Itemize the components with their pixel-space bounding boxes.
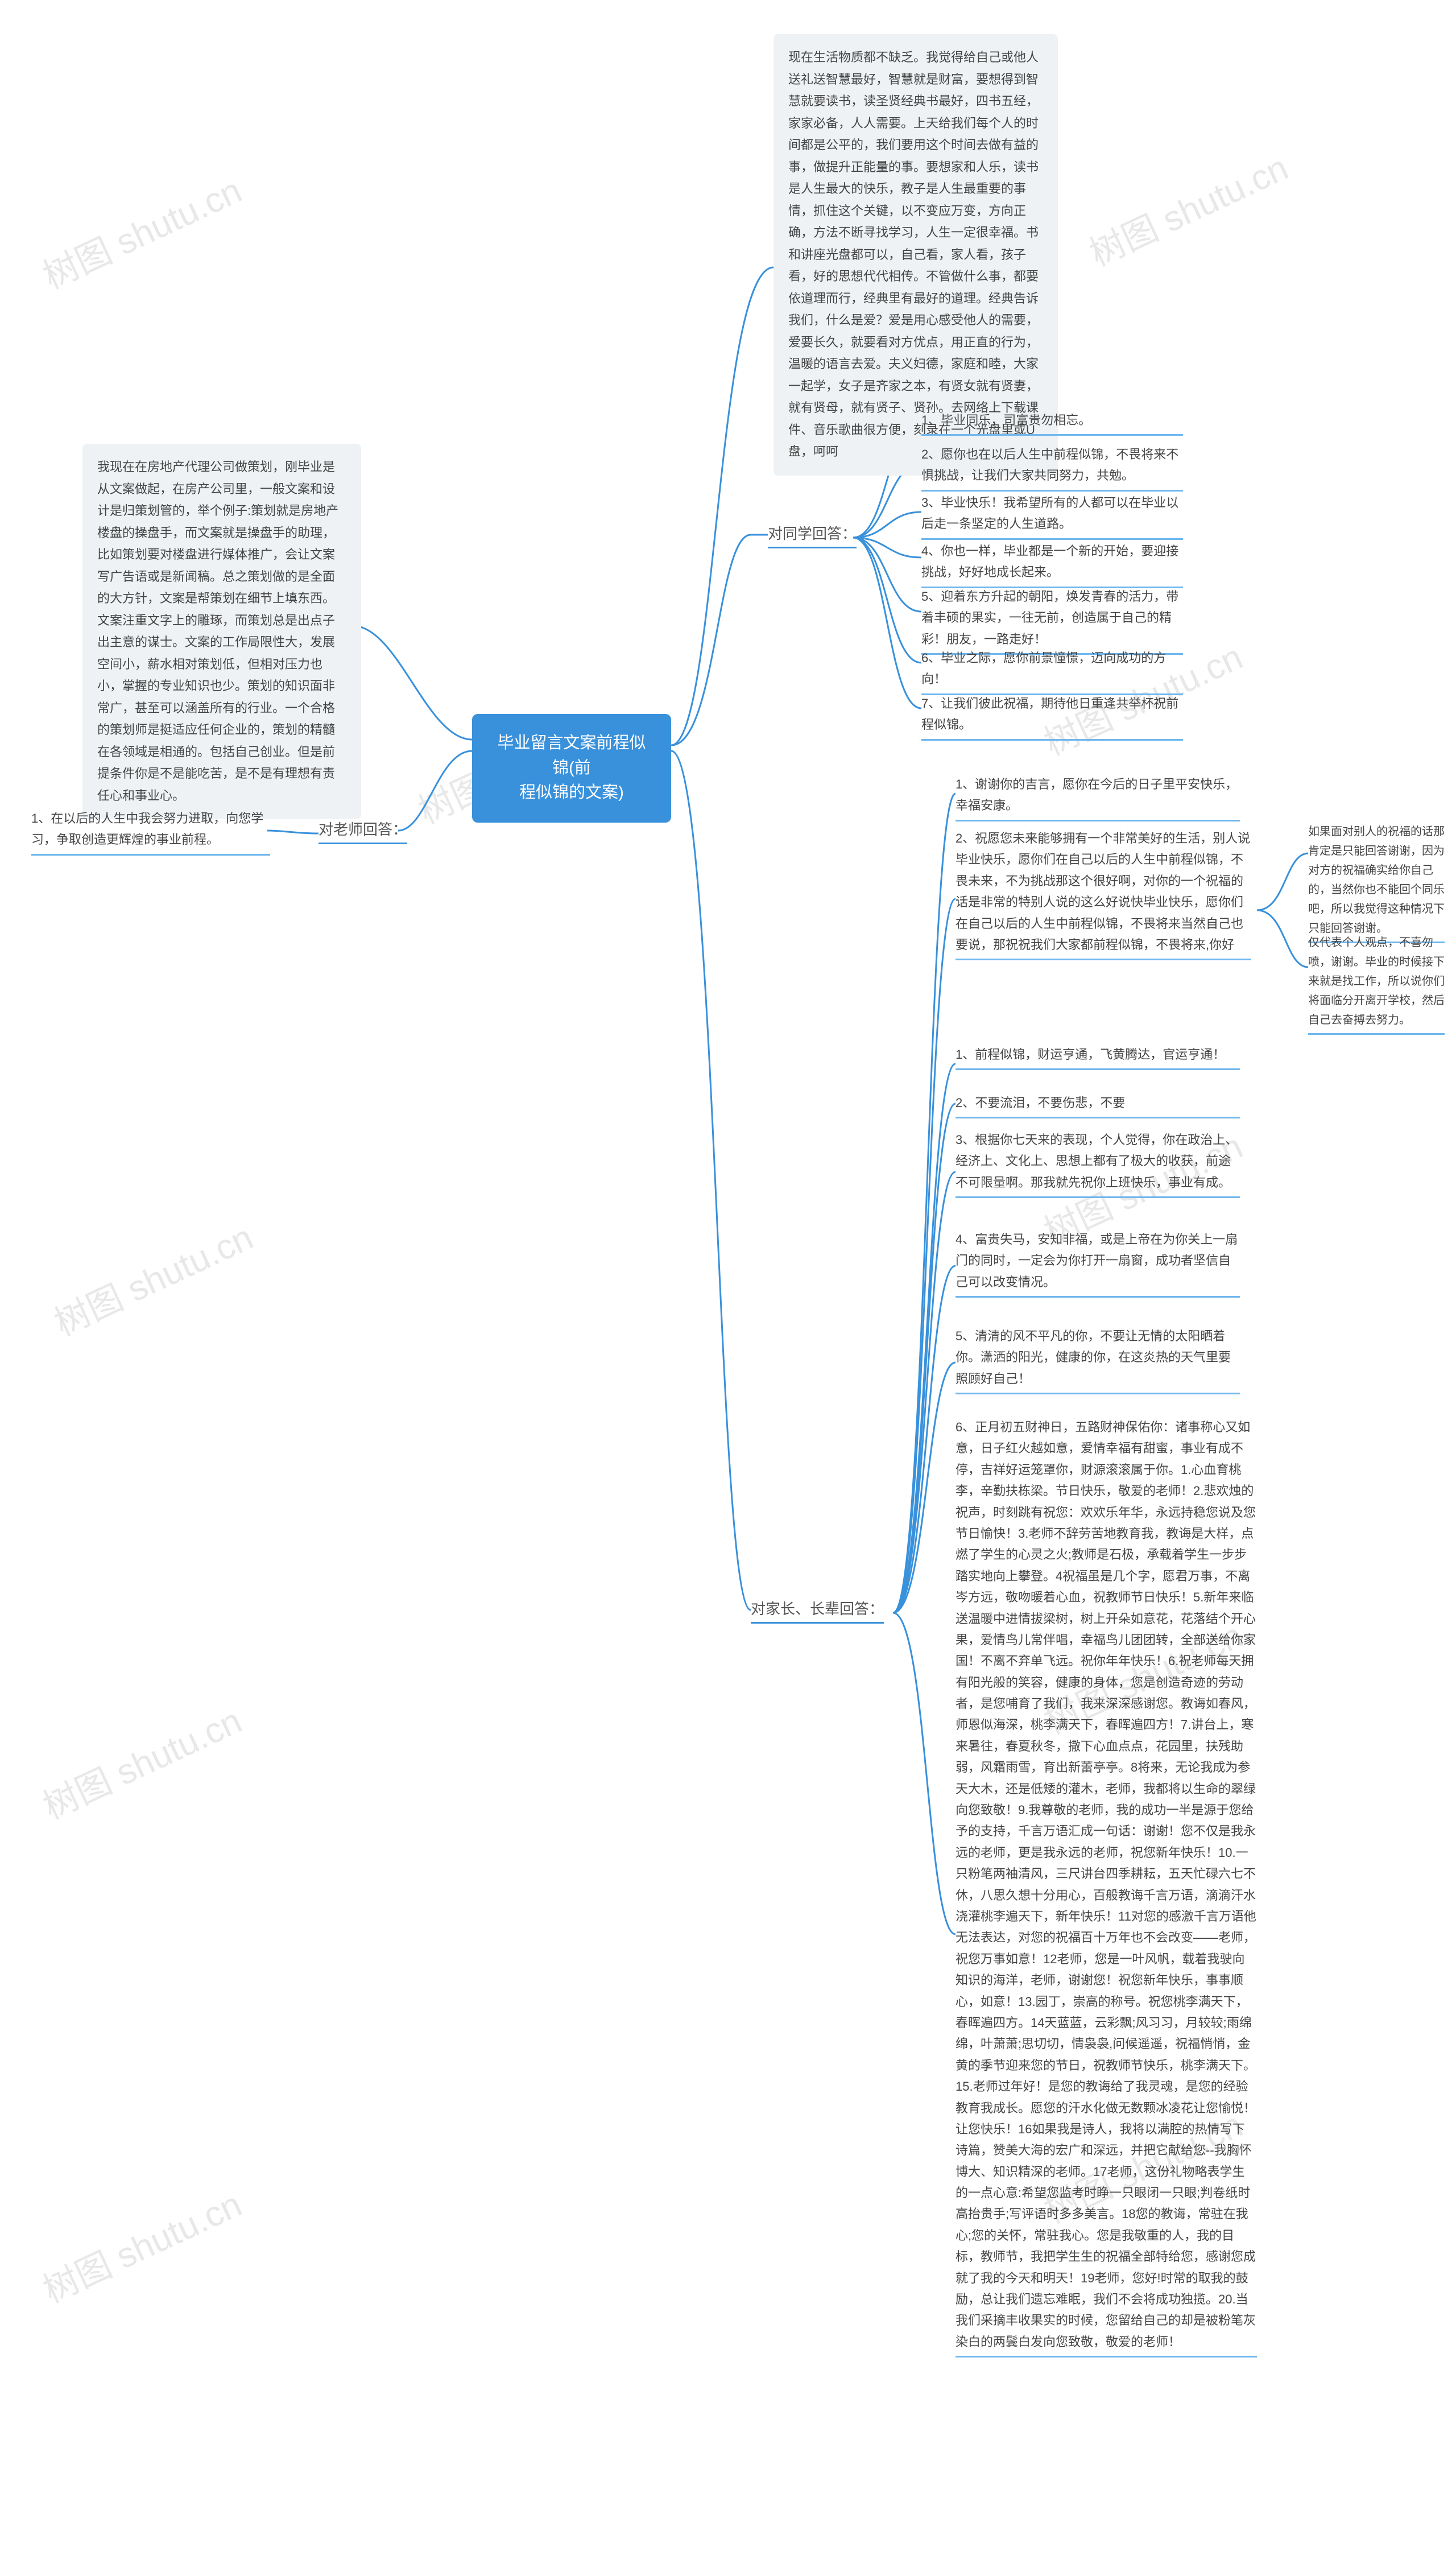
branch-teacher: 对老师回答： xyxy=(318,818,407,844)
leaf-classmate-3: 3、毕业快乐！我希望所有的人都可以在毕业以后走一条坚定的人生道路。 xyxy=(921,492,1183,540)
leaf-classmate-7: 7、让我们彼此祝福，期待他日重逢共举杯祝前程似锦。 xyxy=(921,693,1183,741)
block-left: 我现在在房地产代理公司做策划，刚毕业是从文案做起，在房产公司里，一般文案和设计是… xyxy=(82,444,361,819)
watermark: 树图 shutu.cn xyxy=(34,2176,249,2313)
leaf-parent-b1: 1、前程似锦，财运亨通，飞黄腾达，官运亨通！ xyxy=(956,1044,1240,1070)
leaf-parent-b5: 5、清清的风不平凡的你，不要让无情的太阳晒着你。潇洒的阳光，健康的你，在这炎热的… xyxy=(956,1326,1240,1394)
leaf-classmate-2: 2、愿你也在以后人生中前程似锦，不畏将来不惧挑战，让我们大家共同努力，共勉。 xyxy=(921,444,1183,492)
leaf-classmate-4: 4、你也一样，毕业都是一个新的开始，要迎接挑战，好好地成长起来。 xyxy=(921,540,1183,588)
leaf-parent-1: 1、谢谢你的吉言，愿你在今后的日子里平安快乐，幸福安康。 xyxy=(956,774,1240,821)
leaf-parent-2: 2、祝愿您未来能够拥有一个非常美好的生活，别人说毕业快乐，愿你们在自己以后的人生… xyxy=(956,828,1251,960)
leaf-classmate-6: 6、毕业之际，愿你前景憧憬，迈向成功的方向！ xyxy=(921,647,1183,695)
leaf-classmate-1: 1、毕业同乐，司富贵勿相忘。 xyxy=(921,410,1183,436)
leaf-parent-b6: 6、正月初五财神日，五路财神保佑你：诸事称心又如意，日子红火越如意，爱情幸福有甜… xyxy=(956,1417,1257,2357)
watermark: 树图 shutu.cn xyxy=(34,162,249,299)
root-line1: 毕业留言文案前程似锦(前 xyxy=(497,734,646,777)
watermark: 树图 shutu.cn xyxy=(34,1692,249,1829)
leaf-parent-b2: 2、不要流泪，不要伤悲，不要 xyxy=(956,1092,1240,1118)
leaf-teacher-1: 1、在以后的人生中我会努力进取，向您学习，争取创造更辉煌的事业前程。 xyxy=(31,808,270,856)
leaf-parent-2-sub1: 如果面对别人的祝福的话那肯定是只能回答谢谢，因为对方的祝福确实给你自己的，当然你… xyxy=(1308,822,1445,943)
branch-classmate: 对同学回答： xyxy=(768,522,857,548)
leaf-parent-2-sub2: 仅代表个人观点，不喜勿喷，谢谢。毕业的时候接下来就是找工作，所以说你们将面临分开… xyxy=(1308,933,1445,1035)
root-line2: 程似锦的文案) xyxy=(519,783,624,802)
mindmap-root: 毕业留言文案前程似锦(前 程似锦的文案) xyxy=(472,714,671,823)
leaf-parent-b3: 3、根据你七天来的表现，个人觉得，你在政治上、经济上、文化上、思想上都有了极大的… xyxy=(956,1129,1240,1198)
watermark: 树图 shutu.cn xyxy=(45,1209,260,1345)
watermark: 树图 shutu.cn xyxy=(1080,139,1295,276)
leaf-parent-b4: 4、富贵失马，安知非福，或是上帝在为你关上一扇门的同时，一定会为你打开一扇窗，成… xyxy=(956,1229,1240,1298)
branch-parent: 对家长、长辈回答： xyxy=(751,1597,884,1624)
leaf-classmate-5: 5、迎着东方升起的朝阳，焕发青春的活力，带着丰硕的果实，一往无前，创造属于自己的… xyxy=(921,586,1183,655)
